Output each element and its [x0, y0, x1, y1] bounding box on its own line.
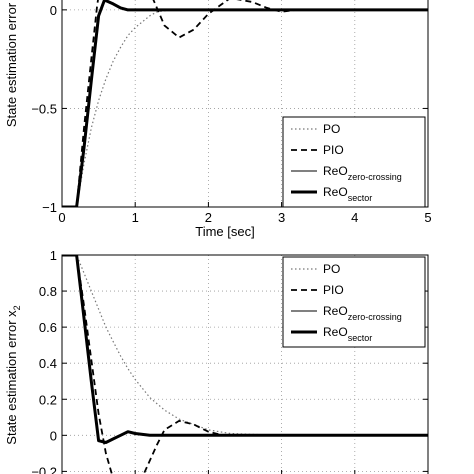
x-tick-label: 3: [278, 210, 285, 225]
legend-label: ReOzero-crossing: [323, 164, 402, 182]
y-tick-label: −1: [42, 200, 57, 215]
series-line-thick: [62, 0, 428, 207]
axes-frame: [61, 0, 429, 208]
legend-label: ReOzero-crossing: [323, 304, 402, 322]
legend-label: ReOsector: [323, 185, 372, 203]
y-tick-label: 0.6: [39, 320, 57, 335]
y-axis-label: State estimation error x2: [4, 305, 22, 444]
legend-label: ReOsector: [323, 325, 372, 343]
series-line-dashed: [62, 0, 428, 207]
x-tick-label: 5: [424, 210, 431, 225]
series-group: [62, 0, 428, 207]
x-tick-label: 4: [351, 210, 358, 225]
x-axis-label: Time [sec]: [195, 224, 254, 239]
y-axis-label: State estimation error: [4, 2, 19, 127]
y-tick-label: 0.8: [39, 284, 57, 299]
y-tick-label: 0: [50, 3, 57, 18]
x-tick-label: 0: [58, 210, 65, 225]
axes-frame: [61, 254, 429, 474]
y-tick-label: 0: [50, 428, 57, 443]
series-group: [62, 255, 428, 474]
legend-label-sub: zero-crossing: [348, 312, 402, 322]
y-tick-label: 0.2: [39, 392, 57, 407]
legend-label: PO: [323, 122, 340, 136]
legend-label: PIO: [323, 283, 344, 297]
x-tick-label: 1: [132, 210, 139, 225]
y-tick-label: −0.5: [31, 101, 57, 116]
bottom-panel: 1 0.8 0.6 0.4 0.2 0 −0.2 State estimation error…: [4, 248, 429, 474]
legend-label-sub: sector: [348, 193, 373, 203]
x-tick-label: 2: [205, 210, 212, 225]
legend-label: PIO: [323, 143, 344, 157]
y-axis-label-sub: 2: [12, 305, 22, 310]
series-line-dotted: [62, 255, 428, 436]
legend-label-sub: sector: [348, 333, 373, 343]
y-tick-label: 1: [50, 248, 57, 263]
legend-label: PO: [323, 262, 340, 276]
legend-label-sub: zero-crossing: [348, 172, 402, 182]
series-line-thick: [62, 255, 428, 444]
y-tick-label: 0.4: [39, 356, 57, 371]
y-tick-label: −0.2: [31, 464, 57, 474]
